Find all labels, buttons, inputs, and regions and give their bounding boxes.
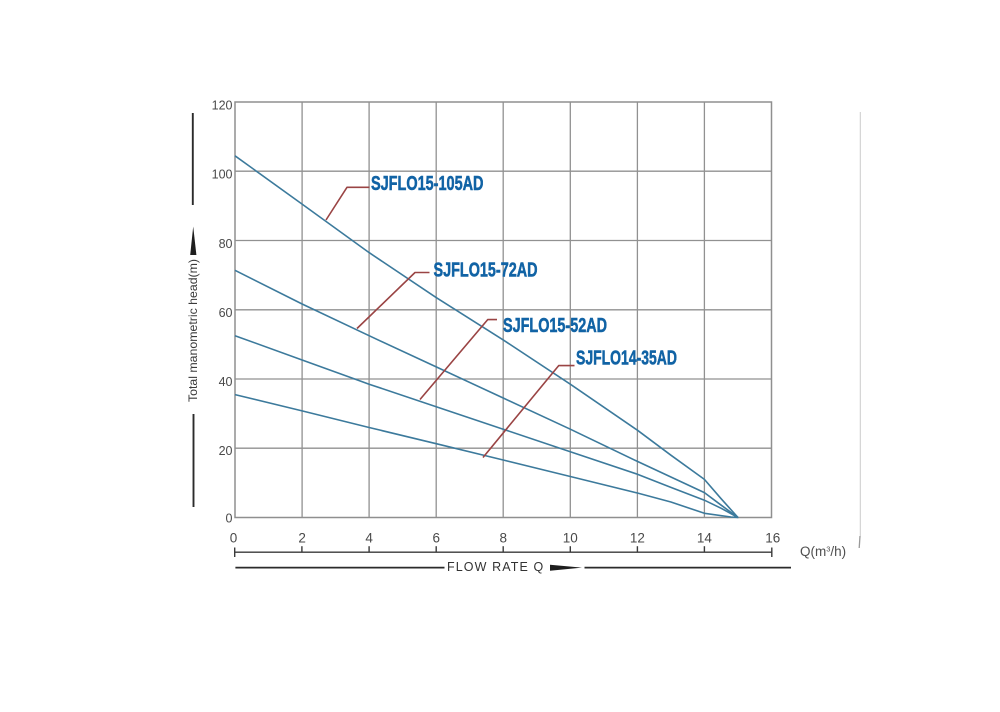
svg-text:80: 80 (219, 237, 233, 251)
svg-text:2: 2 (298, 531, 306, 546)
svg-text:16: 16 (765, 531, 780, 546)
svg-text:6: 6 (432, 531, 440, 546)
svg-text:10: 10 (563, 531, 578, 546)
svg-text:SJFLO15-52AD: SJFLO15-52AD (503, 315, 607, 337)
svg-text:100: 100 (212, 168, 233, 182)
svg-text:SJFLO14-35AD: SJFLO14-35AD (576, 347, 677, 369)
svg-text:SJFLO15-105AD: SJFLO15-105AD (371, 173, 484, 195)
svg-text:4: 4 (365, 531, 373, 546)
svg-text:Total manometric head(m): Total manometric head(m) (186, 259, 200, 402)
svg-text:FLOW RATE Q: FLOW RATE Q (447, 560, 544, 574)
svg-text:SJFLO15-72AD: SJFLO15-72AD (434, 260, 538, 282)
svg-text:20: 20 (219, 444, 233, 458)
svg-text:12: 12 (630, 531, 645, 546)
svg-text:40: 40 (219, 375, 233, 389)
svg-text:Q(m3/h): Q(m3/h) (800, 544, 846, 559)
svg-text:120: 120 (212, 99, 233, 113)
svg-text:8: 8 (499, 531, 507, 546)
svg-text:0: 0 (230, 531, 238, 546)
svg-text:0: 0 (226, 512, 233, 526)
svg-text:60: 60 (219, 306, 233, 320)
svg-text:14: 14 (697, 531, 713, 546)
